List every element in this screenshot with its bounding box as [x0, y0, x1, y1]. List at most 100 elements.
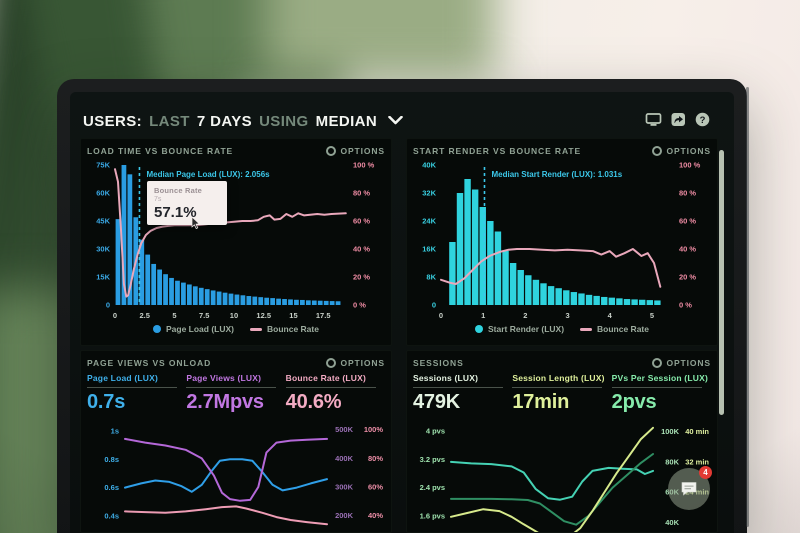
svg-text:100 %: 100 % — [353, 161, 375, 170]
header-metric-dropdown[interactable]: MEDIAN — [315, 112, 378, 130]
svg-text:0: 0 — [439, 311, 443, 320]
svg-text:75K: 75K — [96, 161, 110, 170]
start-render-chart: 40K 32K 24K 16K 8K 0 100 % 80 % 60 % 40 % 20 % 0 % 0… — [422, 161, 701, 321]
plant-leaf — [265, 0, 495, 80]
scrollbar-thumb[interactable] — [719, 150, 724, 415]
svg-text:5: 5 — [650, 311, 654, 320]
chat-bubble-icon — [681, 482, 697, 496]
bounce-rate-tooltip: Bounce Rate 7s 57.1% — [147, 181, 227, 230]
svg-text:100K: 100K — [661, 427, 680, 436]
svg-text:1: 1 — [481, 311, 485, 320]
options-button[interactable]: OPTIONS — [326, 145, 385, 156]
header-last-label: LAST — [149, 112, 190, 130]
svg-text:60%: 60% — [368, 483, 383, 492]
header-icon-group: ? — [645, 112, 710, 132]
svg-text:0.4s: 0.4s — [104, 511, 119, 520]
cursor-icon — [191, 216, 200, 234]
svg-text:300K: 300K — [335, 483, 354, 492]
tooltip-title: Bounce Rate — [154, 186, 203, 195]
legend-dot — [474, 325, 483, 333]
panel-title: START RENDER VS BOUNCE RATE — [413, 145, 582, 156]
svg-text:20 %: 20 % — [353, 273, 370, 282]
legend-label: Page Load (LUX) — [166, 324, 235, 334]
panel-start-render-vs-bounce-rate: START RENDER VS BOUNCE RATE OPTIONS 40K 3… — [406, 138, 718, 346]
header-users-label: USERS: — [83, 112, 143, 130]
header-using-label: USING — [259, 112, 309, 130]
gear-icon — [326, 145, 337, 156]
metric-sessions: Sessions (LUX) 479K — [413, 373, 512, 414]
svg-text:Median Page Load (LUX): 2.056s: Median Page Load (LUX): 2.056s — [146, 170, 270, 179]
svg-text:40K: 40K — [422, 161, 436, 170]
panel-title: SESSIONS — [413, 357, 464, 368]
options-button[interactable]: OPTIONS — [652, 357, 711, 368]
header-range-value[interactable]: 7 DAYS — [196, 112, 253, 130]
page-views-onload-chart: 1s 0.8s 0.6s 0.4s 500K 400K 300K 200K 100% 80% 60%… — [104, 425, 383, 526]
options-button[interactable]: OPTIONS — [652, 145, 711, 156]
svg-text:12.5: 12.5 — [256, 311, 271, 320]
metric-pvs-per-session: PVs Per Session (LUX) 2pvs — [611, 373, 711, 414]
svg-text:5: 5 — [172, 311, 176, 320]
svg-text:?: ? — [700, 115, 706, 126]
chat-button[interactable]: 4 — [668, 466, 712, 510]
gear-icon — [652, 145, 663, 156]
svg-text:80 %: 80 % — [679, 189, 696, 198]
metric-underline — [413, 387, 503, 388]
svg-text:2: 2 — [523, 311, 527, 320]
panel-title: LOAD TIME VS BOUNCE RATE — [87, 145, 234, 156]
svg-text:80K: 80K — [665, 457, 679, 466]
metric-value: 17min — [512, 391, 570, 413]
panel-load-time-vs-bounce-rate: LOAD TIME VS BOUNCE RATE OPTIONS 75K 60K 4… — [80, 138, 392, 346]
options-button[interactable]: OPTIONS — [326, 357, 385, 368]
metric-value: 2pvs — [611, 391, 657, 413]
panel-title: PAGE VIEWS VS ONLOAD — [87, 357, 212, 368]
svg-text:0 %: 0 % — [679, 301, 692, 310]
svg-text:17.5: 17.5 — [316, 311, 331, 320]
metric-underline — [512, 387, 603, 388]
svg-text:15K: 15K — [96, 273, 110, 282]
svg-text:Median Start Render (LUX): 1.0: Median Start Render (LUX): 1.031s — [491, 170, 622, 179]
metric-value: 2.7Mpvs — [186, 391, 264, 413]
svg-text:0.6s: 0.6s — [104, 483, 119, 492]
chevron-down-icon[interactable] — [388, 112, 403, 130]
share-icon[interactable] — [671, 112, 686, 132]
svg-text:24K: 24K — [422, 217, 436, 226]
svg-text:100 %: 100 % — [679, 161, 701, 170]
svg-text:10: 10 — [230, 311, 238, 320]
svg-text:500K: 500K — [335, 425, 354, 434]
svg-text:400K: 400K — [335, 454, 354, 463]
metric-bounce-rate: Bounce Rate (LUX) 40.6% — [285, 373, 385, 414]
svg-text:4 pvs: 4 pvs — [426, 427, 445, 436]
svg-text:0: 0 — [113, 311, 117, 320]
tooltip-subtitle: 7s — [154, 196, 162, 203]
svg-text:0 %: 0 % — [353, 301, 366, 310]
legend-line — [580, 327, 593, 331]
svg-text:15: 15 — [289, 311, 297, 320]
svg-text:3: 3 — [565, 311, 569, 320]
metric-page-load: Page Load (LUX) 0.7s — [87, 373, 186, 414]
svg-text:30K: 30K — [96, 245, 110, 254]
svg-text:0: 0 — [432, 301, 436, 310]
notification-badge: 4 — [699, 466, 712, 479]
metric-value: 0.7s — [87, 391, 126, 413]
svg-text:1.6 pvs: 1.6 pvs — [420, 511, 445, 520]
metric-underline — [611, 387, 702, 388]
tooltip-value: 57.1% — [154, 204, 197, 221]
svg-text:1s: 1s — [111, 427, 119, 436]
laptop-screen: USERS: LAST 7 DAYS USING MEDIAN ? — [70, 92, 734, 533]
dashboard-header: USERS: LAST 7 DAYS USING MEDIAN — [83, 110, 403, 132]
gear-icon — [326, 357, 337, 368]
svg-text:0.8s: 0.8s — [104, 455, 119, 464]
svg-text:32 min: 32 min — [685, 457, 709, 466]
svg-text:40 min: 40 min — [685, 427, 709, 436]
svg-text:40%: 40% — [368, 511, 383, 520]
legend-dot — [153, 325, 161, 333]
legend-label: Bounce Rate — [267, 324, 319, 334]
metric-session-length: Session Length (LUX) 17min — [512, 373, 611, 414]
svg-text:40 %: 40 % — [353, 245, 370, 254]
help-icon[interactable]: ? — [695, 112, 710, 132]
metric-label: Bounce Rate (LUX) — [285, 373, 367, 383]
svg-text:80%: 80% — [368, 454, 383, 463]
display-icon[interactable] — [645, 112, 662, 132]
svg-text:80 %: 80 % — [353, 189, 370, 198]
